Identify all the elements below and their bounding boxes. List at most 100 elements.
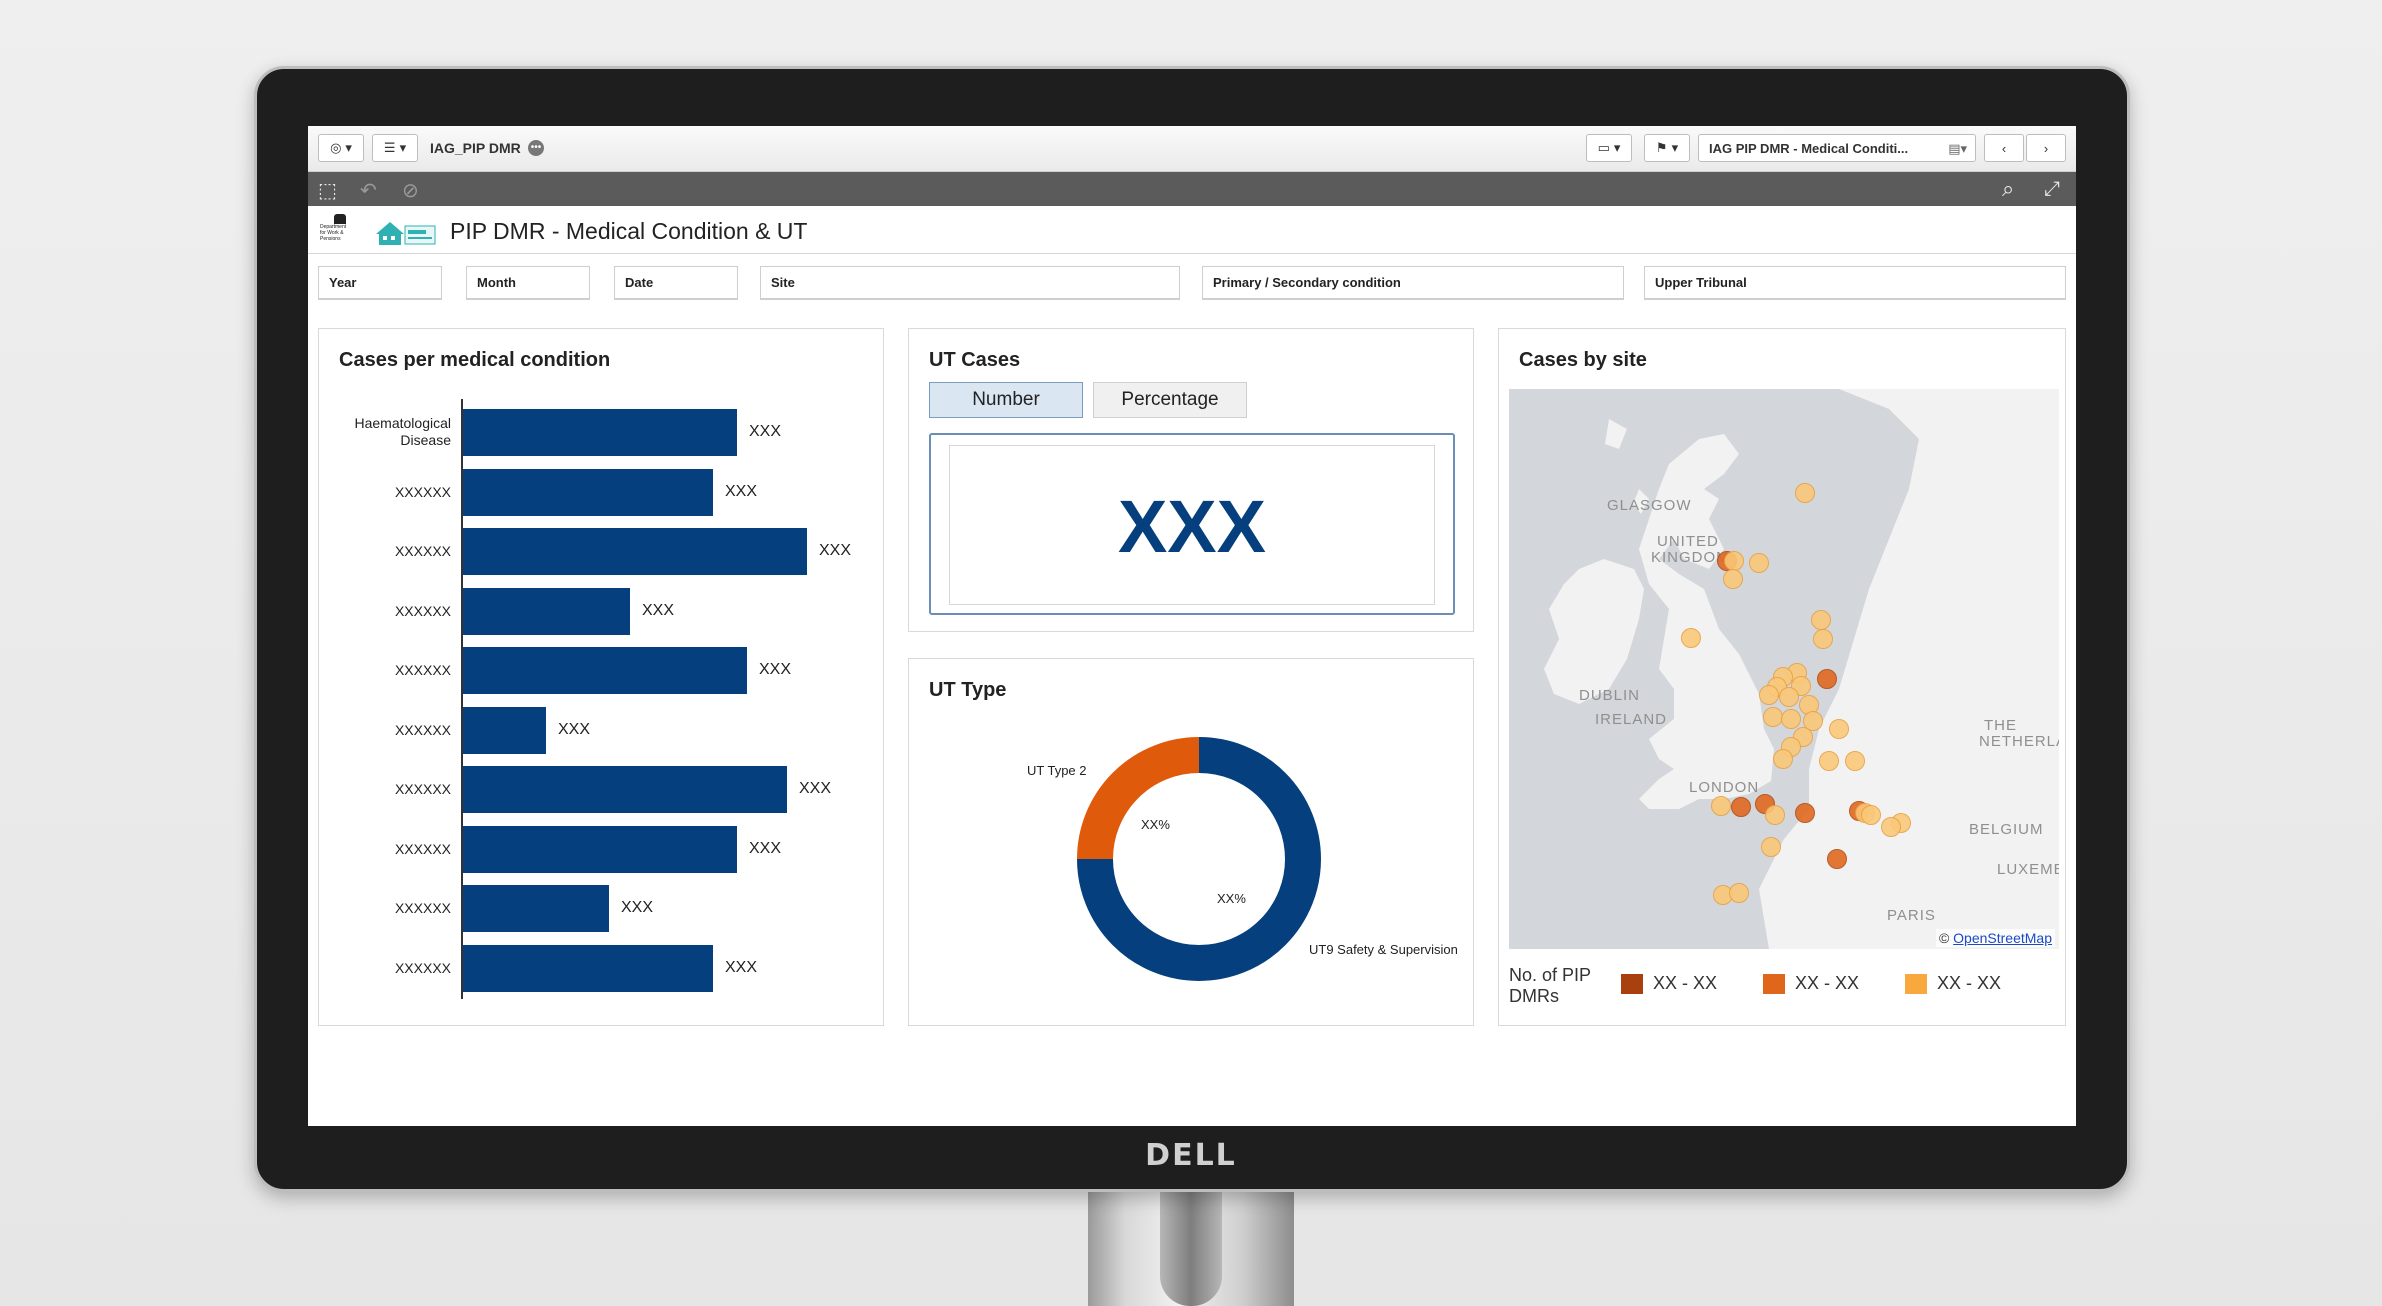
navigation-menu-button[interactable]: ◎ ▾ <box>318 134 364 162</box>
site-marker[interactable] <box>1803 711 1823 731</box>
dwp-logo: Department for Work & Pensions <box>320 214 360 250</box>
ut-cases-value: XXX <box>1117 485 1267 568</box>
bar[interactable] <box>463 885 609 932</box>
bar-data-label: XXX <box>558 720 591 738</box>
map-label-dublin: DUBLIN <box>1579 687 1641 704</box>
legend-item: XX - XX <box>1905 973 2001 994</box>
app-info-icon[interactable]: ••• <box>528 140 544 156</box>
chevron-down-icon: ▾ <box>1613 140 1621 155</box>
site-marker[interactable] <box>1763 707 1783 727</box>
bar-data-label: XXX <box>759 661 792 678</box>
bar[interactable] <box>463 528 807 575</box>
site-marker[interactable] <box>1759 685 1779 705</box>
page-title: PIP DMR - Medical Condition & UT <box>450 218 808 244</box>
legend-item: XX - XX <box>1621 973 1717 994</box>
fullscreen-icon[interactable]: ⤢ <box>2044 178 2060 200</box>
site-marker[interactable] <box>1731 797 1751 817</box>
chevron-right-icon: › <box>2043 140 2049 156</box>
site-marker[interactable] <box>1819 751 1839 771</box>
sheet-selector[interactable]: IAG PIP DMR - Medical Conditi... ▤▾ <box>1698 134 1976 162</box>
map-label-united: UNITED <box>1657 533 1719 550</box>
site-marker[interactable] <box>1729 883 1749 903</box>
search-icon[interactable]: ⌕ <box>2002 176 2015 201</box>
category-label: XXXXXX <box>394 662 451 678</box>
site-marker[interactable] <box>1861 805 1881 825</box>
legend-item: XX - XX <box>1763 973 1859 994</box>
category-label: XXXXXX <box>394 721 451 738</box>
category-label: XXXXXX <box>394 959 451 976</box>
presentation-icon: ▭ <box>1597 140 1610 155</box>
site-marker[interactable] <box>1681 628 1701 648</box>
site-marker[interactable] <box>1795 483 1815 503</box>
category-label: XXXXXX <box>394 781 451 797</box>
map-label-the: THE <box>1984 717 2017 734</box>
site-marker[interactable] <box>1761 837 1781 857</box>
list-icon: ☰ <box>383 140 396 155</box>
site-marker[interactable] <box>1817 669 1837 689</box>
sheet-icon: ▤▾ <box>1948 141 1967 156</box>
filter-date[interactable]: Date <box>614 266 738 300</box>
bar-data-label: XXX <box>819 542 852 559</box>
filter-condition[interactable]: Primary / Secondary condition <box>1202 266 1624 300</box>
legend-label: XX - XX <box>1653 973 1718 993</box>
bar[interactable] <box>463 825 737 873</box>
toggle-percentage-button[interactable]: Percentage <box>1093 382 1247 418</box>
site-marker[interactable] <box>1881 817 1901 837</box>
bar[interactable] <box>463 587 630 635</box>
site-marker[interactable] <box>1781 709 1801 729</box>
filter-year[interactable]: Year <box>318 266 442 300</box>
story-button[interactable]: ▭ ▾ <box>1586 134 1632 162</box>
category-label: Haematological Disease <box>354 415 452 448</box>
bar[interactable] <box>463 468 713 516</box>
panel-title: UT Cases <box>929 349 1021 371</box>
bar[interactable] <box>463 766 787 813</box>
bar[interactable] <box>463 706 546 754</box>
global-menu-button[interactable]: ☰ ▾ <box>372 134 418 162</box>
site-map[interactable]: GLASGOW UNITED KINGDOM DUBLIN IRELAND LO… <box>1509 389 2059 949</box>
legend-swatch <box>1905 973 1927 994</box>
selection-tool-icon[interactable]: ⬚ <box>318 180 337 202</box>
site-marker[interactable] <box>1749 553 1769 573</box>
site-marker[interactable] <box>1813 629 1833 649</box>
site-marker[interactable] <box>1845 751 1865 771</box>
site-marker[interactable] <box>1779 687 1799 707</box>
site-marker[interactable] <box>1724 551 1744 571</box>
donut-slice[interactable] <box>1077 737 1321 981</box>
next-sheet-button[interactable]: › <box>2026 134 2066 162</box>
bar[interactable] <box>463 944 713 992</box>
step-back-icon[interactable]: ↶ <box>360 180 377 202</box>
monitor-brand-logo: DELL <box>1145 1138 1237 1173</box>
donut-slice-name: UT9 Safety & Supervision <box>1309 942 1458 957</box>
filter-upper-tribunal[interactable]: Upper Tribunal <box>1644 266 2066 300</box>
cases-by-site-panel: Cases by site GLASGOW UNITED KINGDOM DUB… <box>1498 328 2066 1026</box>
map-label-luxembourg: LUXEMB <box>1997 861 2059 878</box>
bar-data-label: XXX <box>799 780 832 797</box>
category-label: XXXXXX <box>394 602 451 619</box>
site-marker[interactable] <box>1811 610 1831 630</box>
donut-slice[interactable] <box>1077 737 1200 860</box>
previous-sheet-button[interactable]: ‹ <box>1984 134 2024 162</box>
openstreetmap-link[interactable]: OpenStreetMap <box>1953 930 2052 946</box>
iag-logo <box>376 222 436 245</box>
donut-slice-name: UT Type 2 <box>1027 763 1087 778</box>
site-marker[interactable] <box>1829 719 1849 739</box>
kpi-box: XXX <box>949 445 1435 605</box>
bar[interactable] <box>463 647 747 694</box>
site-marker[interactable] <box>1765 805 1785 825</box>
map-label-london: LONDON <box>1689 779 1760 796</box>
site-marker[interactable] <box>1795 803 1815 823</box>
site-marker[interactable] <box>1773 749 1793 769</box>
clear-selections-icon[interactable]: ⊘ <box>402 180 419 202</box>
site-marker[interactable] <box>1827 849 1847 869</box>
donut-slice-percent: XX% <box>1217 891 1246 906</box>
filter-site[interactable]: Site <box>760 266 1180 300</box>
cases-per-condition-panel: Cases per medical condition XXX Haematolo… <box>318 328 884 1026</box>
chevron-down-icon: ▾ <box>345 140 352 155</box>
filter-month[interactable]: Month <box>466 266 590 300</box>
site-marker[interactable] <box>1723 569 1743 589</box>
ut-type-panel: UT Type UT9 Safety & Supervision XX% UT Ty… <box>908 658 1474 1026</box>
site-marker[interactable] <box>1711 796 1731 816</box>
bar[interactable] <box>463 409 737 456</box>
toggle-number-button[interactable]: Number <box>929 382 1083 418</box>
bookmark-button[interactable]: ⚑ ▾ <box>1644 134 1690 162</box>
